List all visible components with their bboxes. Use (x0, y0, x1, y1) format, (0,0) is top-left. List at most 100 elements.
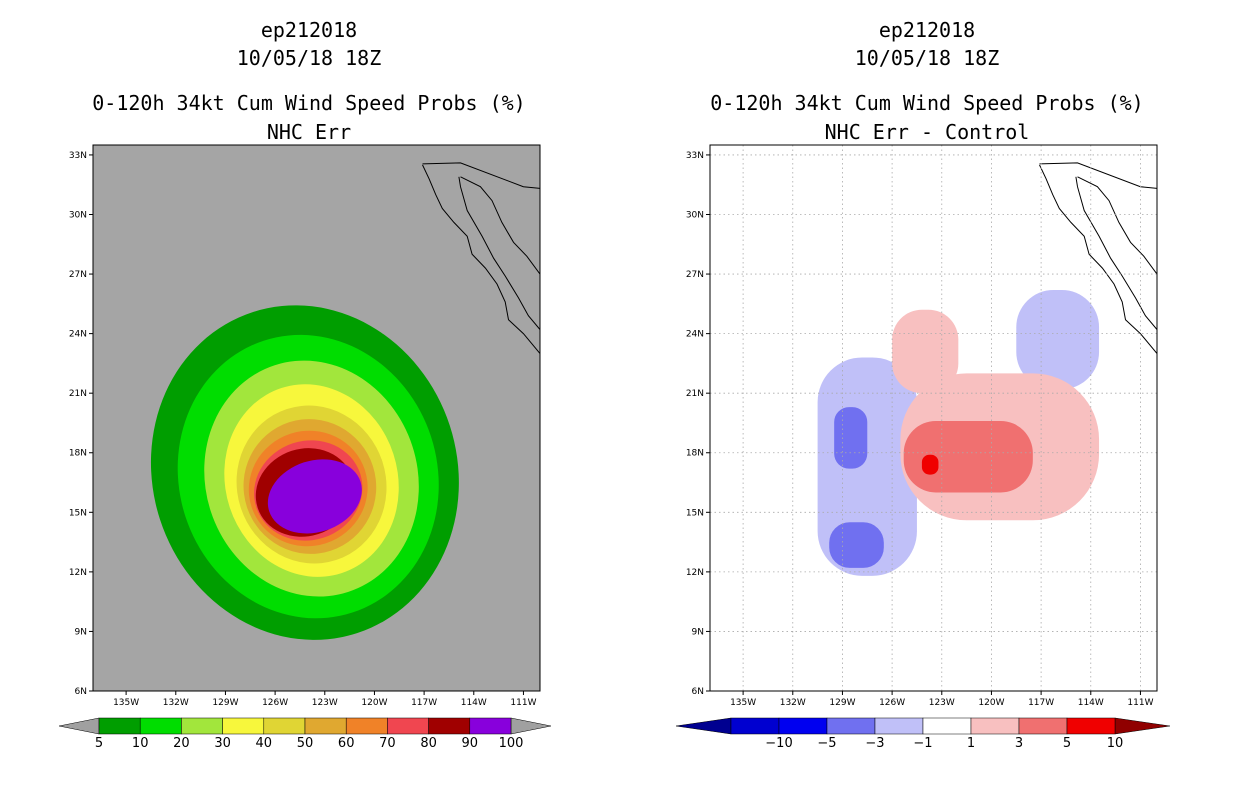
tick-label-lat: 30N (69, 210, 87, 220)
tick-label-lon: 123W (312, 698, 338, 708)
tick-label-lon: 111W (510, 698, 536, 708)
colorbar-swatch (263, 717, 306, 735)
prob-contour-90 (267, 459, 362, 534)
colorbar-label: 40 (256, 736, 273, 751)
tick-label-lon: 126W (262, 698, 288, 708)
left-chart-subtitle: NHC Err (266, 120, 352, 144)
colorbar-label: 70 (379, 736, 396, 751)
anomaly-region-7 (921, 454, 939, 475)
colorbar-swatch (98, 717, 141, 735)
data-field (817, 162, 1157, 576)
colorbar-label: 20 (173, 736, 190, 751)
tick-label-lon: 120W (361, 698, 387, 708)
tick-label-lon: 123W (929, 698, 955, 708)
anomaly-region-1 (834, 407, 868, 469)
tick-label-lat: 9N (75, 627, 87, 637)
colorbar-label: 10 (132, 736, 149, 751)
colorbar-label: 1 (967, 736, 975, 751)
coastline-mainland (1077, 176, 1157, 276)
colorbar-label: −5 (817, 736, 836, 751)
coastline-baja (1039, 164, 1157, 355)
right-datetime: 10/05/18 18Z (854, 46, 1000, 70)
tick-label-lat: 30N (686, 210, 704, 220)
left-chart-title: 0-120h 34kt Cum Wind Speed Probs (%) (92, 91, 526, 115)
tick-label-lon: 117W (1028, 698, 1054, 708)
tick-label-lat: 15N (686, 508, 704, 518)
colorbar-label: 60 (338, 736, 355, 751)
plot-frame (92, 144, 541, 692)
tick-label-lat: 9N (692, 627, 704, 637)
colorbar-swatch (922, 717, 972, 735)
tick-label-lat: 33N (686, 151, 704, 161)
colorbar-label: −10 (765, 736, 792, 751)
colorbar-label: 5 (95, 736, 103, 751)
tick-label-lat: 12N (686, 568, 704, 578)
tick-label-lat: 12N (69, 568, 87, 578)
tick-label-lon: 132W (163, 698, 189, 708)
panel-difference: 135W 132W 129W 126W 123W 120W 117W 114W 111W 6N 9N… (675, 144, 1171, 751)
tick-label-lon: 129W (212, 698, 238, 708)
colorbar-swatch (222, 717, 265, 735)
colorbar-label: −3 (865, 736, 884, 751)
colorbar-swatch (181, 717, 223, 735)
colorbar-under-triangle (675, 717, 732, 735)
plot-frame (709, 144, 1158, 692)
panel-probability: 135W 132W 129W 126W 123W 120W 117W 114W 111W 6N 9N… (58, 144, 552, 751)
anomaly-region-3 (1016, 289, 1100, 390)
data-field (150, 162, 540, 640)
tick-label-lon: 135W (113, 698, 139, 708)
tick-label-lat: 24N (686, 330, 704, 340)
tick-label-lon: 114W (461, 698, 487, 708)
tick-label-lat: 33N (69, 151, 87, 161)
tick-label-lon: 132W (780, 698, 806, 708)
colorbar-swatch (345, 717, 388, 735)
right-chart-title: 0-120h 34kt Cum Wind Speed Probs (%) (710, 91, 1144, 115)
colorbar: 5 10 20 30 40 50 60 70 80 90 100 (58, 717, 552, 751)
colorbar-swatch (387, 717, 429, 735)
tick-label-lon: 126W (879, 698, 905, 708)
tick-label-lat: 6N (75, 687, 87, 697)
anomaly-region-2 (829, 522, 884, 568)
right-chart-subtitle: NHC Err - Control (824, 120, 1030, 144)
left-storm-id: ep212018 (260, 18, 358, 42)
colorbar-swatch (1066, 717, 1116, 735)
tick-label-lat: 15N (69, 508, 87, 518)
colorbar-swatch (139, 717, 182, 735)
tick-label-lon: 114W (1078, 698, 1104, 708)
tick-label-lon: 111W (1127, 698, 1153, 708)
colorbar-label: 3 (1015, 736, 1023, 751)
colorbar: −10 −5 −3 −1 1 3 5 10 (675, 717, 1171, 751)
tick-label-lon: 117W (411, 698, 437, 708)
tick-label-lat: 24N (69, 330, 87, 340)
tick-label-lon: 120W (978, 698, 1004, 708)
colorbar-label: 80 (420, 736, 437, 751)
tick-label-lat: 21N (686, 389, 704, 399)
colorbar-under-triangle (58, 717, 100, 735)
colorbar-swatch (826, 717, 876, 735)
coastline-baja (422, 164, 540, 355)
country-border (1039, 162, 1157, 189)
colorbar-swatch (304, 717, 347, 735)
colorbar-label: 90 (462, 736, 479, 751)
colorbar-label: 10 (1107, 736, 1124, 751)
tick-label-lon: 129W (829, 698, 855, 708)
tick-label-lon: 135W (730, 698, 756, 708)
right-storm-id: ep212018 (878, 18, 976, 42)
colorbar-swatch (1018, 717, 1068, 735)
tick-label-lat: 18N (69, 449, 87, 459)
tick-label-lat: 27N (69, 270, 87, 280)
colorbar-label: 50 (297, 736, 314, 751)
left-datetime: 10/05/18 18Z (236, 46, 382, 70)
tick-label-lat: 6N (692, 687, 704, 697)
country-border (422, 162, 540, 189)
colorbar-swatch (970, 717, 1020, 735)
colorbar-swatch (469, 717, 512, 735)
colorbar-label: −1 (913, 736, 932, 751)
colorbar-swatch (428, 717, 471, 735)
colorbar-swatch (874, 717, 924, 735)
colorbar-over-triangle (1114, 717, 1171, 735)
tick-label-lat: 27N (686, 270, 704, 280)
colorbar-label: 100 (499, 736, 524, 751)
colorbar-swatch (778, 717, 828, 735)
